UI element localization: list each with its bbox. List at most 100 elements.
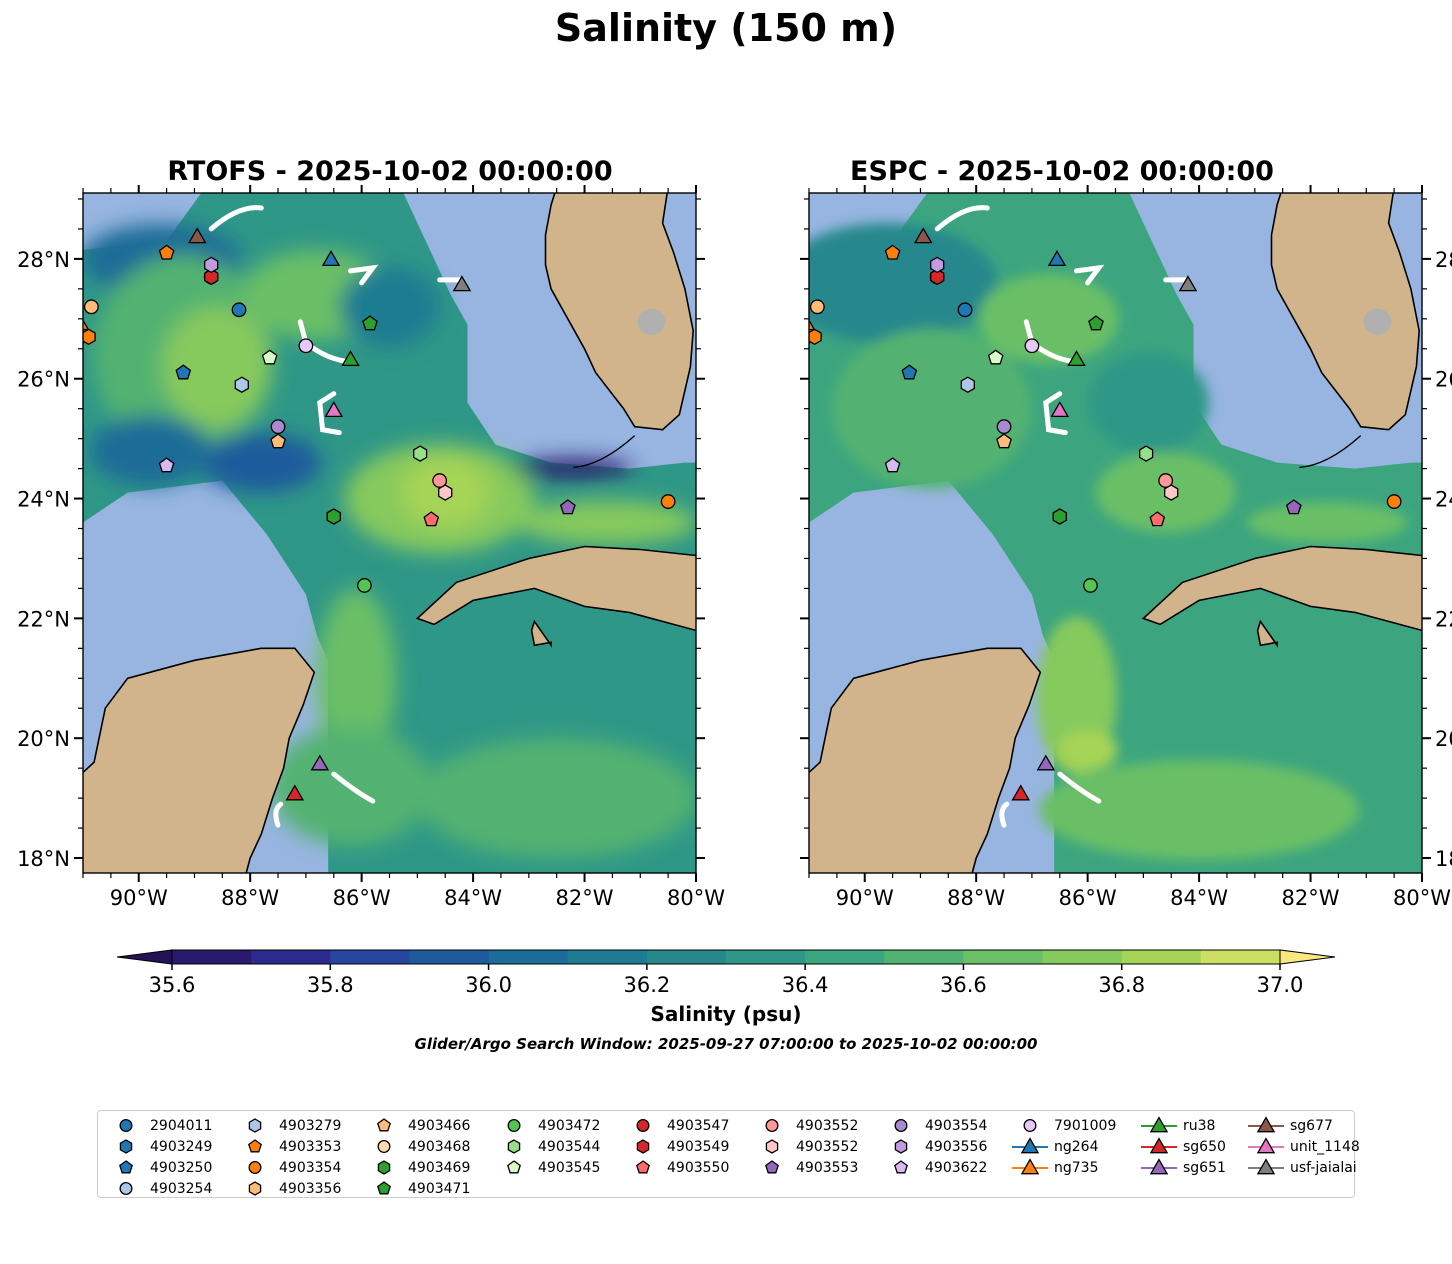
colorbar-segment: [884, 950, 964, 964]
legend-label: sg677: [1290, 1117, 1333, 1134]
obs-usf-jaialai: [452, 275, 472, 292]
legend-label: 4903471: [408, 1180, 471, 1197]
legend-swatch: [1149, 1116, 1169, 1133]
legend-label: 4903249: [150, 1138, 213, 1155]
legend-swatch: [248, 1181, 262, 1196]
colorbar: 35.6 35.8 36.0 36.2 36.4 36.6 36.8 37.0: [116, 949, 1336, 997]
legend-label: 7901009: [1054, 1117, 1117, 1134]
legend-swatch: [507, 1139, 521, 1154]
colorbar-segment: [1200, 950, 1281, 964]
yucatan-peak: [1057, 730, 1118, 771]
lon-tick-label: 88°W: [221, 886, 279, 910]
lat-tick-label: 24°N: [17, 488, 70, 512]
legend-marker-icon: [894, 1160, 908, 1174]
legend-label: 4903469: [408, 1159, 471, 1176]
legend-swatch: [894, 1160, 908, 1174]
obs-4903554: [996, 419, 1012, 435]
colorbar-segment: [172, 950, 252, 964]
legend-item: 7901009: [1010, 1115, 1116, 1136]
obs-ng735: [809, 318, 816, 331]
obs-4903353: [884, 244, 901, 260]
legend-column: 4903552 4903552 4903553: [752, 1115, 858, 1178]
legend-label: unit_1148: [1290, 1138, 1360, 1155]
obs-4903553: [559, 499, 576, 515]
colorbar-segment: [1121, 950, 1202, 964]
track-sg677: [934, 205, 990, 232]
obs-sg650: [1011, 784, 1031, 801]
legend-marker-icon: [1248, 1158, 1284, 1175]
legend-label: 4903353: [279, 1138, 342, 1155]
obs-4903254: [83, 334, 85, 345]
lon-tick-label: 82°W: [556, 886, 614, 910]
obs-4903471: [1088, 315, 1104, 331]
legend-swatch: [1149, 1137, 1169, 1154]
obs-4903552: [1158, 473, 1174, 488]
legend-item: 4903547: [623, 1115, 729, 1136]
legend-marker-icon: [894, 1119, 908, 1132]
legend-item: 4903472: [494, 1115, 600, 1136]
obs-7901009: [1024, 338, 1040, 354]
northern-gulf-water: [809, 222, 997, 343]
cuba-island: [1141, 545, 1422, 632]
track-unit-1148: [317, 391, 342, 436]
legend-marker-icon: [248, 1139, 262, 1153]
legend-item: sg677: [1246, 1115, 1360, 1136]
legend-swatch: [248, 1139, 262, 1153]
low-salinity-band: [201, 432, 322, 493]
legend-label: 4903545: [538, 1159, 601, 1176]
obs-4903552: [438, 484, 453, 501]
lat-tick-label: 26°N: [1435, 368, 1452, 392]
legend-marker-icon: [119, 1119, 133, 1132]
lon-tick-label: 90°W: [110, 886, 168, 910]
obs-4903353: [158, 244, 175, 260]
legend-item: 2904011: [106, 1115, 212, 1136]
legend-label: sg650: [1183, 1138, 1226, 1155]
obs-ng735: [83, 318, 90, 331]
salinity-eddies: [809, 222, 1408, 861]
legend-column: 7901009 ng264 ng735: [1010, 1115, 1116, 1178]
obs-4903550: [423, 511, 440, 527]
caribbean-west: [1039, 760, 1360, 861]
legend-marker-icon: [636, 1119, 650, 1132]
legend-swatch: [636, 1119, 650, 1132]
legend-swatch: [1256, 1137, 1276, 1154]
obs-4903469: [326, 508, 341, 525]
isla-de-la-juventud: [530, 619, 552, 648]
cuba-island: [415, 545, 696, 632]
legend-item: unit_1148: [1246, 1136, 1360, 1157]
northern-eddy: [978, 273, 1119, 364]
legend-column: 4903554 4903556 4903622: [881, 1115, 987, 1178]
observation-markers: [809, 227, 1402, 801]
legend-label: 4903544: [538, 1138, 601, 1155]
legend-swatch: [119, 1160, 133, 1174]
obs-4903354: [1386, 494, 1402, 509]
track-unit-1148: [1043, 391, 1068, 436]
legend-swatch: [765, 1139, 779, 1154]
legend-swatch: [507, 1119, 521, 1132]
yucatan-peninsula: [809, 647, 1042, 873]
legend-swatch: [377, 1160, 391, 1175]
map-panel-rtofs: 90°W 88°W 86°W 84°W 82°W 80°W 28°N 26°N 24°N 22°N…: [17, 185, 725, 910]
legend-item: 4903550: [623, 1157, 729, 1178]
legend-item: 4903544: [494, 1136, 600, 1157]
lat-tick-label: 28°N: [1435, 248, 1452, 272]
legend-swatch: [248, 1161, 262, 1174]
legend-item: 4903469: [364, 1157, 470, 1178]
legend-marker-icon: [765, 1160, 779, 1174]
guatemala-border: [83, 870, 178, 873]
legend-label: 2904011: [150, 1117, 213, 1134]
lon-tick-label: 86°W: [1059, 886, 1117, 910]
colorbar-segment: [488, 950, 569, 964]
legend-marker-icon: [507, 1160, 521, 1174]
obs-4903622: [158, 457, 175, 473]
lon-tick-label: 86°W: [333, 886, 391, 910]
legend-label: 4903466: [408, 1117, 471, 1134]
legend-item: 4903356: [235, 1178, 341, 1199]
legend-marker-icon: [377, 1181, 391, 1195]
obs-4903279: [960, 376, 975, 393]
legend-marker-icon: [248, 1181, 262, 1196]
legend-item: ru38: [1139, 1115, 1226, 1136]
legend-label: 4903279: [279, 1117, 342, 1134]
colorbar-extend-over: [1279, 949, 1336, 965]
legend-swatch: [377, 1140, 391, 1153]
